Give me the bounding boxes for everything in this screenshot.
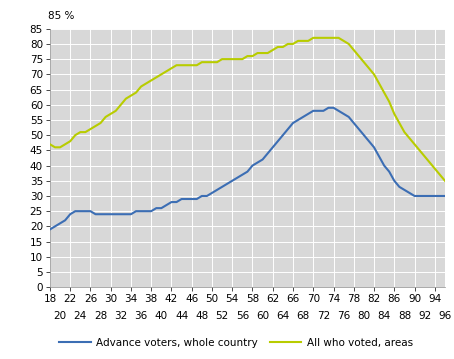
Advance voters, whole country	[341, 112, 346, 116]
Text: 84: 84	[378, 311, 391, 321]
Text: 96: 96	[438, 311, 452, 321]
All who voted, areas	[311, 36, 316, 40]
Text: 88: 88	[398, 311, 411, 321]
Text: 24: 24	[74, 311, 87, 321]
All who voted, areas	[209, 60, 215, 64]
All who voted, areas	[275, 45, 281, 49]
Advance voters, whole country	[442, 194, 448, 198]
Advance voters, whole country	[143, 209, 149, 213]
Text: 44: 44	[175, 311, 188, 321]
All who voted, areas	[204, 60, 210, 64]
Text: 72: 72	[317, 311, 330, 321]
Text: 68: 68	[296, 311, 310, 321]
All who voted, areas	[341, 39, 346, 43]
Text: 20: 20	[54, 311, 67, 321]
All who voted, areas	[442, 179, 448, 183]
Advance voters, whole country	[275, 139, 281, 143]
All who voted, areas	[47, 142, 53, 146]
Text: 40: 40	[155, 311, 168, 321]
Text: 92: 92	[418, 311, 431, 321]
Text: 85 %: 85 %	[48, 11, 74, 21]
Line: Advance voters, whole country: Advance voters, whole country	[50, 108, 445, 229]
Line: All who voted, areas: All who voted, areas	[50, 38, 445, 181]
Advance voters, whole country	[204, 194, 210, 198]
Text: 76: 76	[337, 311, 350, 321]
Legend: Advance voters, whole country, All who voted, areas: Advance voters, whole country, All who v…	[55, 334, 417, 352]
Text: 36: 36	[134, 311, 148, 321]
Text: 32: 32	[114, 311, 128, 321]
Text: 48: 48	[195, 311, 208, 321]
All who voted, areas	[153, 75, 159, 80]
Advance voters, whole country	[47, 227, 53, 232]
Text: 28: 28	[94, 311, 107, 321]
Text: 64: 64	[276, 311, 290, 321]
Text: 52: 52	[216, 311, 229, 321]
Advance voters, whole country	[153, 206, 159, 210]
Text: 80: 80	[357, 311, 370, 321]
Advance voters, whole country	[326, 106, 331, 110]
Advance voters, whole country	[209, 191, 215, 195]
Text: 60: 60	[256, 311, 269, 321]
Text: 56: 56	[236, 311, 249, 321]
All who voted, areas	[143, 81, 149, 85]
